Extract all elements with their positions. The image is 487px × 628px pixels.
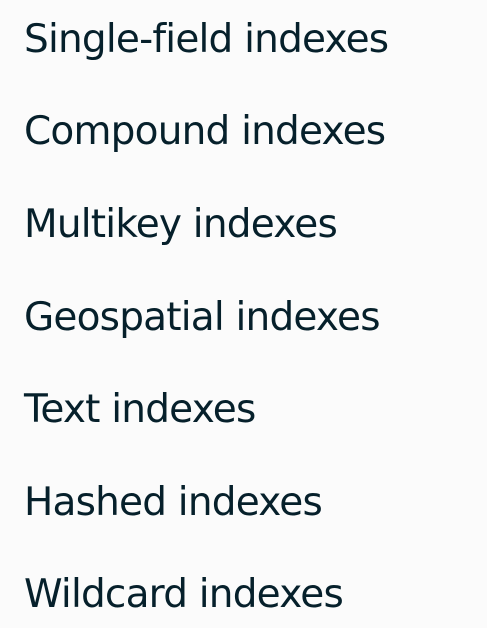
list-item-multikey-indexes[interactable]: Multikey indexes — [24, 202, 338, 247]
list-item-hashed-indexes[interactable]: Hashed indexes — [24, 480, 323, 525]
list-item-wildcard-indexes[interactable]: Wildcard indexes — [24, 572, 344, 617]
list-item-text-indexes[interactable]: Text indexes — [24, 387, 256, 432]
list-item-geospatial-indexes[interactable]: Geospatial indexes — [24, 295, 381, 340]
list-item-single-field-indexes[interactable]: Single-field indexes — [24, 17, 389, 62]
list-item-compound-indexes[interactable]: Compound indexes — [24, 109, 386, 154]
